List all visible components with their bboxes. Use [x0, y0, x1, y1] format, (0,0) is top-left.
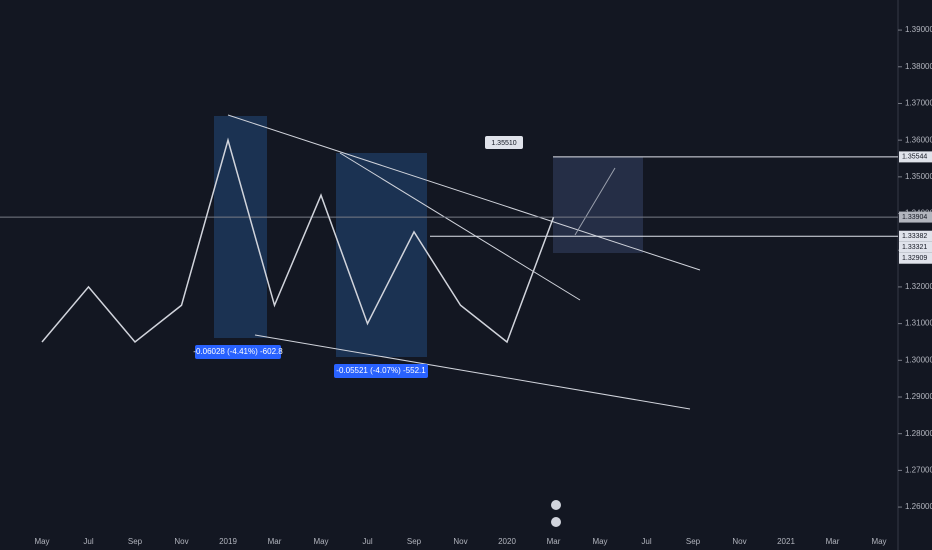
y-tick-label: 1.29000 [905, 392, 932, 401]
x-tick-label: Nov [732, 537, 746, 546]
y-tick-label: 1.28000 [905, 429, 932, 438]
x-tick-label: 2021 [777, 537, 795, 546]
price-label: 1.33321 [902, 244, 927, 251]
y-tick-label: 1.26000 [905, 502, 932, 511]
x-tick-label: May [313, 537, 328, 546]
trend-line [254, 334, 691, 410]
trend-line [339, 152, 581, 301]
y-tick-label: 1.39000 [905, 25, 932, 34]
measure-box [336, 153, 427, 357]
y-tick-label: 1.37000 [905, 99, 932, 108]
price-label: 1.33382 [902, 233, 927, 240]
x-tick-label: 2019 [219, 537, 237, 546]
x-tick-label: Sep [128, 537, 143, 546]
y-tick-label: 1.30000 [905, 355, 932, 364]
measure-box [214, 116, 267, 338]
projection-arrow [574, 167, 616, 236]
x-tick-label: 2020 [498, 537, 516, 546]
y-tick-label: 1.35000 [905, 172, 932, 181]
x-tick-label: May [592, 537, 607, 546]
event-icon[interactable] [551, 517, 561, 527]
measure-label: -0.05521 (-4.07%) -552.1 [336, 366, 426, 375]
price-label: 1.32909 [902, 255, 927, 262]
price-label-box [899, 151, 932, 163]
x-tick-label: Sep [686, 537, 701, 546]
y-tick-label: 1.27000 [905, 465, 932, 474]
price-line-series [41, 137, 555, 344]
x-tick-label: May [871, 537, 886, 546]
price-label: 1.35544 [902, 154, 927, 161]
x-tick-label: Nov [453, 537, 467, 546]
trend-line [227, 114, 701, 271]
x-tick-label: Mar [268, 537, 282, 546]
y-tick-label: 1.38000 [905, 62, 932, 71]
price-label-box [899, 252, 932, 264]
x-tick-label: May [34, 537, 49, 546]
x-tick-label: Jul [83, 537, 93, 546]
price-label-box [899, 211, 932, 223]
x-tick-label: Sep [407, 537, 422, 546]
x-tick-label: Mar [547, 537, 561, 546]
measure-label-box [334, 364, 428, 378]
measure-label: -0.06028 (-4.41%) -602.8 [193, 347, 283, 356]
price-label-box [899, 230, 932, 242]
y-tick-label: 1.32000 [905, 282, 932, 291]
price-callout-box [485, 136, 523, 149]
price-label: 1.33904 [902, 214, 927, 221]
price-callout: 1.35510 [491, 140, 516, 147]
measure-label-box [195, 345, 281, 359]
y-tick-label: 1.31000 [905, 319, 932, 328]
event-icon[interactable] [551, 500, 561, 510]
x-tick-label: Jul [641, 537, 651, 546]
y-tick-label: 1.36000 [905, 135, 932, 144]
x-tick-label: Mar [826, 537, 840, 546]
x-tick-label: Nov [174, 537, 188, 546]
x-tick-label: Jul [362, 537, 372, 546]
projection-box [553, 157, 643, 253]
price-label-box [899, 241, 932, 253]
